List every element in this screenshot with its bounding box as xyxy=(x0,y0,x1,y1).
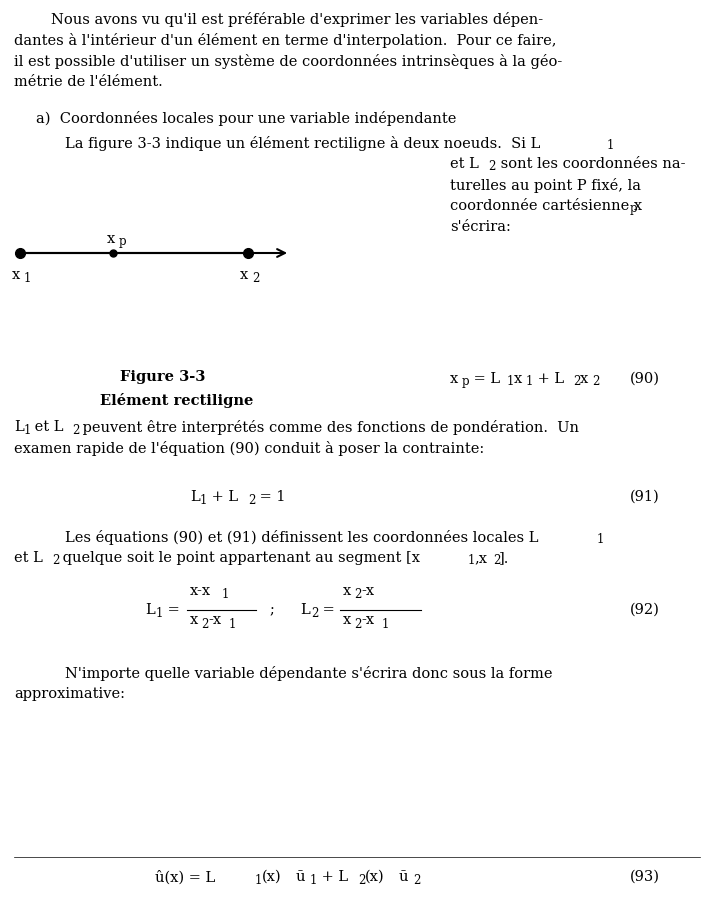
Text: x-x: x-x xyxy=(190,584,211,598)
Text: 2: 2 xyxy=(354,589,361,601)
Text: 2: 2 xyxy=(52,554,60,567)
Text: 2: 2 xyxy=(252,272,260,285)
Text: a)  Coordonnées locales pour une variable indépendante: a) Coordonnées locales pour une variable… xyxy=(36,111,457,126)
Text: ;: ; xyxy=(270,603,275,617)
Text: 1: 1 xyxy=(468,554,475,567)
Text: 1: 1 xyxy=(507,375,514,388)
Text: x: x xyxy=(190,613,198,627)
Text: 2: 2 xyxy=(413,874,420,887)
Text: 2: 2 xyxy=(358,874,366,887)
Text: 1: 1 xyxy=(310,874,318,887)
Text: ū: ū xyxy=(296,870,305,884)
Text: 2: 2 xyxy=(248,494,255,507)
Text: (x): (x) xyxy=(262,870,282,884)
Text: sont les coordonnées na-: sont les coordonnées na- xyxy=(496,157,685,171)
Text: Elément rectiligne: Elément rectiligne xyxy=(100,393,253,408)
Text: 1: 1 xyxy=(229,618,237,631)
Text: il est possible d'utiliser un système de coordonnées intrinsèques à la géo-: il est possible d'utiliser un système de… xyxy=(14,54,562,69)
Text: x: x xyxy=(450,372,458,386)
Text: dantes à l'intérieur d'un élément en terme d'interpolation.  Pour ce faire,: dantes à l'intérieur d'un élément en ter… xyxy=(14,33,556,48)
Text: -x: -x xyxy=(361,613,374,627)
Text: 1: 1 xyxy=(526,375,533,388)
Text: L: L xyxy=(300,603,310,617)
Text: =: = xyxy=(163,603,180,617)
Text: 2: 2 xyxy=(488,160,495,173)
Text: (91): (91) xyxy=(630,490,660,504)
Text: métrie de l'élément.: métrie de l'élément. xyxy=(14,75,163,89)
Text: coordonnée cartésienne x: coordonnée cartésienne x xyxy=(450,199,642,213)
Text: = L: = L xyxy=(469,372,500,386)
Text: 2: 2 xyxy=(354,618,361,631)
Text: (x): (x) xyxy=(365,870,384,884)
Text: ,x: ,x xyxy=(474,551,487,565)
Text: 1: 1 xyxy=(156,608,163,621)
Text: -x: -x xyxy=(361,584,374,598)
Text: x: x xyxy=(343,613,351,627)
Text: x: x xyxy=(343,584,351,598)
Text: 2: 2 xyxy=(493,554,500,567)
Text: 1: 1 xyxy=(24,424,32,437)
Text: Nous avons vu qu'il est préférable d'exprimer les variables dépen-: Nous avons vu qu'il est préférable d'exp… xyxy=(51,12,543,27)
Text: 2: 2 xyxy=(72,424,80,437)
Text: + L: + L xyxy=(533,372,564,386)
Text: examen rapide de l'équation (90) conduit à poser la contrainte:: examen rapide de l'équation (90) conduit… xyxy=(14,441,484,456)
Text: L: L xyxy=(190,490,200,504)
Text: ].: ]. xyxy=(499,551,509,565)
Text: et L: et L xyxy=(30,420,64,434)
Text: 2: 2 xyxy=(573,375,580,388)
Text: ū: ū xyxy=(399,870,409,884)
Text: 2: 2 xyxy=(311,608,318,621)
Text: turelles au point P fixé, la: turelles au point P fixé, la xyxy=(450,178,641,193)
Text: û(x) = L: û(x) = L xyxy=(155,870,215,885)
Text: La figure 3-3 indique un élément rectiligne à deux noeuds.  Si L: La figure 3-3 indique un élément rectili… xyxy=(65,136,541,151)
Text: (92): (92) xyxy=(630,603,660,617)
Text: peuvent être interprétés comme des fonctions de pondération.  Un: peuvent être interprétés comme des fonct… xyxy=(78,420,579,435)
Text: p: p xyxy=(630,202,637,215)
Text: L: L xyxy=(145,603,155,617)
Text: 1: 1 xyxy=(200,494,207,507)
Text: 1: 1 xyxy=(382,618,389,631)
Text: N'importe quelle variable dépendante s'écrira donc sous la forme: N'importe quelle variable dépendante s'é… xyxy=(65,666,553,681)
Text: 1: 1 xyxy=(24,272,32,285)
Text: x: x xyxy=(107,232,115,246)
Text: + L: + L xyxy=(317,870,348,884)
Text: L: L xyxy=(14,420,24,434)
Text: = 1: = 1 xyxy=(255,490,285,504)
Text: x: x xyxy=(514,372,522,386)
Text: -x: -x xyxy=(208,613,221,627)
Text: 1: 1 xyxy=(255,874,262,887)
Text: (93): (93) xyxy=(630,870,660,884)
Text: x: x xyxy=(12,268,20,282)
Text: 1: 1 xyxy=(607,139,614,152)
Text: s'écrira:: s'écrira: xyxy=(450,220,511,234)
Text: quelque soit le point appartenant au segment [x: quelque soit le point appartenant au seg… xyxy=(58,551,420,565)
Text: approximative:: approximative: xyxy=(14,687,125,701)
Text: + L: + L xyxy=(207,490,238,504)
Text: et L: et L xyxy=(14,551,43,565)
Text: Les équations (90) et (91) définissent les coordonnées locales L: Les équations (90) et (91) définissent l… xyxy=(65,530,538,545)
Text: et L: et L xyxy=(450,157,479,171)
Text: x: x xyxy=(240,268,248,282)
Text: 1: 1 xyxy=(597,533,604,546)
Text: Figure 3-3: Figure 3-3 xyxy=(120,370,205,384)
Text: p: p xyxy=(119,235,127,248)
Text: 2: 2 xyxy=(592,375,599,388)
Text: 2: 2 xyxy=(201,618,209,631)
Text: 1: 1 xyxy=(222,589,229,601)
Text: p: p xyxy=(462,375,470,388)
Text: (90): (90) xyxy=(630,372,660,386)
Text: =: = xyxy=(318,603,335,617)
Text: x: x xyxy=(580,372,588,386)
